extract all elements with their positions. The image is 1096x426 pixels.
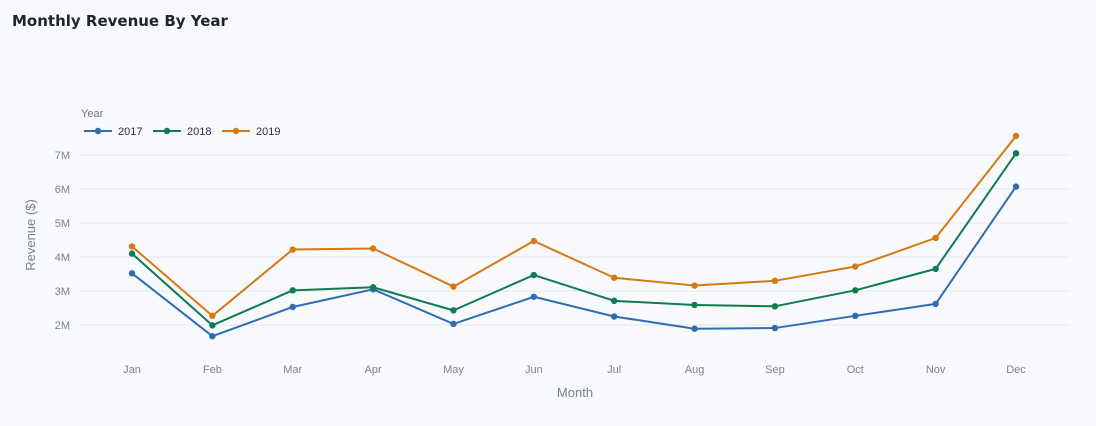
y-tick-label: 3M (55, 286, 70, 298)
data-point-2019[interactable] (450, 283, 457, 290)
data-point-2017[interactable] (852, 312, 859, 320)
y-tick-label: 7M (55, 150, 70, 162)
data-point-2019[interactable] (852, 263, 859, 270)
data-point-2017[interactable] (691, 325, 698, 332)
data-point-2019[interactable] (771, 277, 779, 284)
data-point-2017[interactable] (932, 300, 939, 308)
data-point-2018[interactable] (771, 303, 779, 310)
data-point-2017[interactable] (450, 320, 457, 328)
series-line-2018 (131, 152, 1017, 327)
legend-item-2018[interactable]: 2018 (153, 126, 211, 138)
series-line-2017 (131, 186, 1017, 338)
y-tick-label: 2M (55, 320, 70, 332)
x-tick-label: Jul (607, 364, 621, 376)
data-point-2017[interactable] (610, 313, 618, 320)
data-point-2019[interactable] (128, 243, 136, 250)
data-point-2018[interactable] (289, 287, 296, 294)
data-point-2018[interactable] (209, 322, 216, 329)
data-point-2017[interactable] (209, 333, 216, 340)
data-point-2018[interactable] (530, 271, 538, 279)
data-point-2018[interactable] (369, 284, 377, 291)
x-tick-label: Feb (203, 364, 222, 376)
data-point-2019[interactable] (610, 274, 618, 281)
data-point-2018[interactable] (932, 265, 939, 273)
x-tick-label: Jun (525, 364, 543, 376)
y-tick-label: 6M (55, 184, 70, 196)
data-point-2019[interactable] (289, 246, 296, 253)
data-point-2019[interactable] (369, 245, 377, 252)
data-point-2018[interactable] (128, 250, 136, 257)
legend-marker (163, 127, 171, 135)
legend-label: 2017 (118, 126, 142, 138)
data-point-2018[interactable] (610, 297, 618, 305)
x-tick-label: Jan (123, 364, 141, 376)
data-point-2018[interactable] (1012, 150, 1020, 157)
data-point-2019[interactable] (209, 312, 216, 320)
legend-title: Year (81, 108, 104, 120)
data-point-2018[interactable] (450, 307, 457, 314)
x-tick-label: May (443, 364, 464, 376)
series-line-2019 (131, 135, 1017, 317)
data-point-2017[interactable] (530, 293, 538, 300)
x-tick-label: Nov (926, 364, 946, 376)
data-point-2017[interactable] (128, 270, 136, 277)
x-tick-label: Aug (685, 364, 705, 376)
x-tick-label: Dec (1006, 364, 1026, 376)
y-tick-label: 4M (55, 252, 70, 264)
x-tick-label: Apr (365, 364, 382, 376)
chart-title: Monthly Revenue By Year (12, 12, 228, 30)
data-point-2018[interactable] (852, 287, 859, 294)
legend-marker (232, 127, 240, 135)
legend-marker (94, 127, 102, 135)
data-point-2019[interactable] (691, 282, 698, 289)
data-point-2019[interactable] (530, 237, 538, 245)
data-point-2017[interactable] (771, 324, 779, 332)
data-point-2017[interactable] (1012, 183, 1020, 190)
data-point-2017[interactable] (289, 303, 296, 311)
legend-item-2019[interactable]: 2019 (222, 126, 280, 138)
data-point-2018[interactable] (691, 301, 698, 309)
data-point-2019[interactable] (1012, 132, 1020, 140)
legend-item-2017[interactable]: 2017 (84, 126, 142, 138)
y-axis-title: Revenue ($) (23, 199, 38, 271)
y-tick-label: 5M (55, 218, 70, 230)
legend-label: 2019 (256, 126, 280, 138)
legend-label: 2018 (187, 126, 211, 138)
x-axis-title: Month (557, 385, 593, 400)
x-tick-label: Oct (847, 364, 864, 376)
x-tick-label: Sep (765, 364, 785, 376)
data-point-2019[interactable] (932, 234, 939, 242)
x-tick-label: Mar (283, 364, 302, 376)
